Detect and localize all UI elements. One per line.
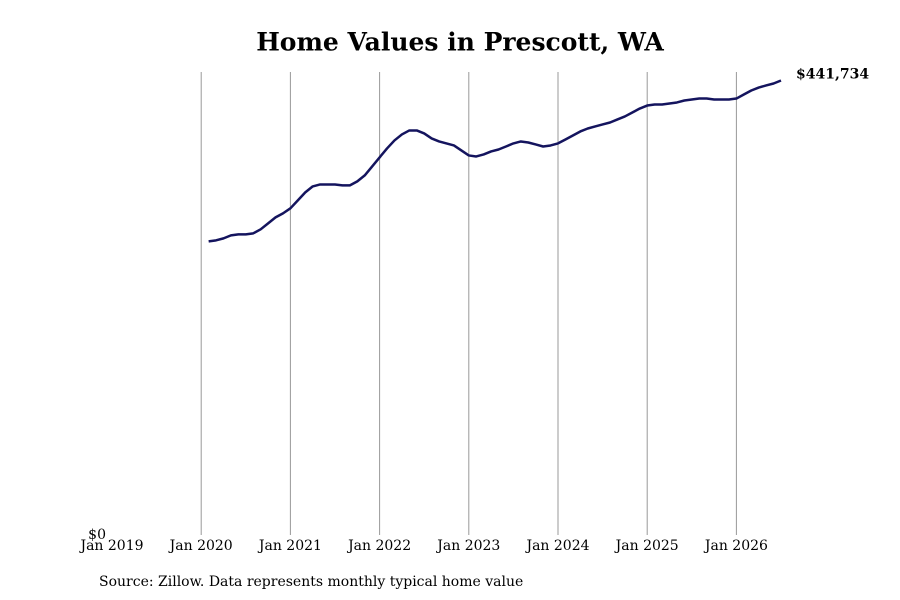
x-tick-label: Jan 2019 — [78, 538, 143, 554]
source-note: Source: Zillow. Data represents monthly … — [99, 574, 523, 590]
x-tick-label: Jan 2025 — [614, 538, 679, 554]
line-series — [208, 79, 782, 243]
y-tick-label: $0 — [88, 527, 106, 543]
x-tick-label: Jan 2021 — [257, 538, 322, 554]
x-tick-label: Jan 2026 — [703, 538, 768, 554]
x-tick-label: Jan 2020 — [168, 538, 233, 554]
value-label: $441,734 — [796, 67, 869, 83]
x-tick-label: Jan 2024 — [524, 538, 589, 554]
chart-title: Home Values in Prescott, WA — [256, 28, 664, 57]
x-tick-label: Jan 2022 — [346, 538, 411, 554]
x-tick-label: Jan 2023 — [435, 538, 500, 554]
